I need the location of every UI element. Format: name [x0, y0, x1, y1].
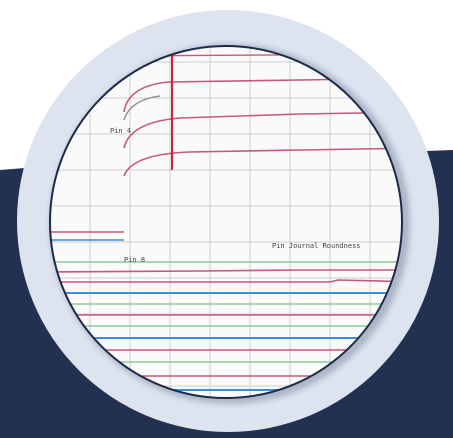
lens-border [49, 45, 403, 399]
label-journal-roundness: Pin Journal Roundness [272, 242, 361, 250]
label-pin-upper: Pin 4 [110, 127, 131, 135]
label-pin-lower: Pin 8 [124, 256, 145, 264]
trace-pink-2 [50, 279, 402, 283]
trace-pink-1 [50, 269, 402, 273]
trace-gray-curve [123, 95, 161, 121]
trace-pink-top [123, 77, 402, 113]
trace-pink-upper-mid [123, 111, 402, 149]
trace-pink-mid [123, 147, 402, 177]
chart-lens: Pin 4 Pin 8 Pin Journal Roundness [50, 46, 402, 398]
